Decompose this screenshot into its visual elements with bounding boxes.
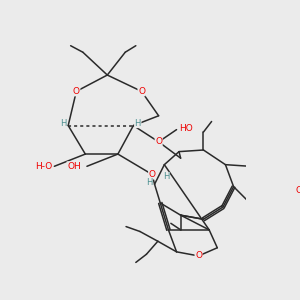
Text: H: H [135,118,141,127]
Text: HO: HO [179,124,193,133]
Text: O: O [73,87,80,96]
Text: O: O [295,186,300,195]
Text: H: H [163,172,170,182]
Text: H: H [146,178,152,188]
Text: H: H [60,119,66,128]
Text: O: O [155,137,162,146]
Text: O: O [138,87,145,96]
Text: O: O [195,251,202,260]
Text: OH: OH [67,162,81,171]
Text: H-O: H-O [35,162,52,171]
Text: O: O [148,170,156,179]
